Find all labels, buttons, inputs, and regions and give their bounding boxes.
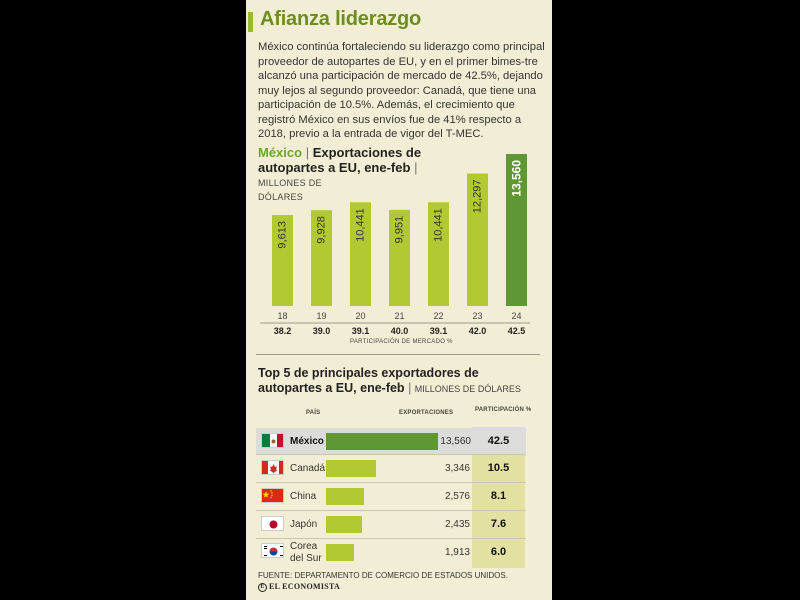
share-value: 10.5: [487, 462, 510, 474]
header-exports: EXPORTACIONES: [399, 410, 454, 416]
export-bar: [326, 460, 376, 477]
market-share-label: 39.0: [313, 326, 331, 336]
export-value: 2,435: [444, 519, 470, 530]
export-value: 2,576: [444, 491, 470, 502]
market-share-label: 38.2: [274, 326, 292, 336]
year-tick-label: 20: [355, 311, 365, 321]
chart2-separator: |: [408, 380, 412, 395]
country-name: China: [290, 491, 317, 502]
bar: [467, 173, 488, 306]
bar: [311, 210, 332, 306]
header-share-label: PARTICIPACIÓN: [475, 407, 525, 413]
year-tick-label: 19: [316, 311, 326, 321]
header-share: PARTICIPACIÓN %: [475, 407, 531, 413]
intro-paragraph: México continúa fortaleciendo su lideraz…: [258, 41, 545, 140]
row-divider: [256, 510, 526, 511]
section-divider: [256, 354, 540, 355]
canada-flag: [261, 460, 284, 475]
brand-logo: E EL ECONOMISTA: [258, 582, 340, 592]
country-name: México: [290, 436, 324, 447]
bar: [350, 202, 371, 306]
share-value: 6.0: [490, 546, 507, 558]
market-share-label: 42.0: [469, 326, 487, 336]
market-share-label: 40.0: [391, 326, 409, 336]
export-bar: [326, 433, 438, 450]
year-tick-label: 24: [511, 311, 521, 321]
country-name: Japón: [290, 519, 318, 530]
export-value: 3,346: [444, 463, 470, 474]
title-accent-bar: [248, 12, 253, 32]
chart1-title-text: Exportaciones de autopartes a EU, ene-fe…: [258, 145, 422, 175]
export-bar: [326, 488, 364, 505]
bar: [272, 215, 293, 306]
source-note: FUENTE: DEPARTAMENTO DE COMERCIO DE ESTA…: [258, 571, 508, 580]
chart1-country: México: [258, 145, 303, 160]
row-divider: [256, 482, 526, 483]
country-name: Canadá: [290, 463, 326, 474]
bar-value-label: 9,951: [394, 216, 406, 244]
brand-mark: E: [258, 582, 267, 592]
country-name: Corea: [290, 541, 318, 552]
x-axis-label: PARTICIPACIÓN DE MERCADO %: [350, 338, 453, 345]
chart1-heading: México | Exportaciones de autopartes a E…: [258, 145, 428, 191]
bar-value-label: 12,297: [472, 180, 484, 214]
chart1-units-line2: DÓLARES: [258, 192, 304, 202]
row-divider: [256, 538, 526, 539]
year-tick-label: 21: [394, 311, 404, 321]
chart2-units: MILLONES DE DÓLARES: [414, 383, 521, 394]
market-share-label: 42.5: [508, 326, 526, 336]
header-share-unit: %: [525, 407, 532, 413]
year-tick-label: 23: [472, 311, 482, 321]
chart2-heading: Top 5 de principales exportadores de aut…: [258, 366, 543, 396]
south-korea-flag: [261, 543, 284, 558]
china-flag: [261, 488, 284, 503]
export-bar: [326, 516, 362, 533]
chart1-svg: 9,613 18 38.2 9,928 19 39.0 10,441 20 39.1 9,951 2…: [260, 154, 530, 345]
mexico-flag: [261, 433, 284, 448]
bar: [389, 209, 410, 306]
export-value: 13,560: [440, 436, 471, 447]
brand-name: EL ECONOMISTA: [269, 582, 341, 591]
market-share-label: 39.1: [352, 326, 370, 336]
chart1-units-line1: MILLONES DE: [258, 178, 322, 188]
bar: [506, 154, 527, 306]
bar-value-label: 9,928: [316, 216, 328, 244]
share-value: 7.6: [490, 518, 507, 530]
share-value: 42.5: [487, 435, 510, 447]
row-divider: [256, 454, 526, 455]
chart1-units-separator: |: [414, 159, 418, 175]
page-title: Afianza liderazgo: [260, 8, 422, 30]
chart1-separator: |: [305, 145, 310, 160]
bar-value-label: 13,560: [510, 160, 524, 197]
bar-value-label: 9,613: [277, 221, 289, 249]
year-tick-label: 18: [277, 311, 287, 321]
export-bar: [326, 544, 354, 561]
chart2-title-text: Top 5 de principales exportadores de aut…: [258, 366, 479, 395]
japan-flag: [261, 516, 284, 531]
bar-value-label: 10,441: [355, 208, 367, 242]
market-share-label: 39.1: [430, 326, 448, 336]
share-value: 8.1: [490, 490, 507, 502]
export-value: 1,913: [444, 547, 470, 558]
header-country: PAÍS: [306, 410, 321, 416]
country-name-line2: del Sur: [290, 553, 322, 564]
bar: [428, 202, 449, 306]
year-tick-label: 22: [433, 311, 443, 321]
bar-value-label: 10,441: [433, 208, 445, 242]
